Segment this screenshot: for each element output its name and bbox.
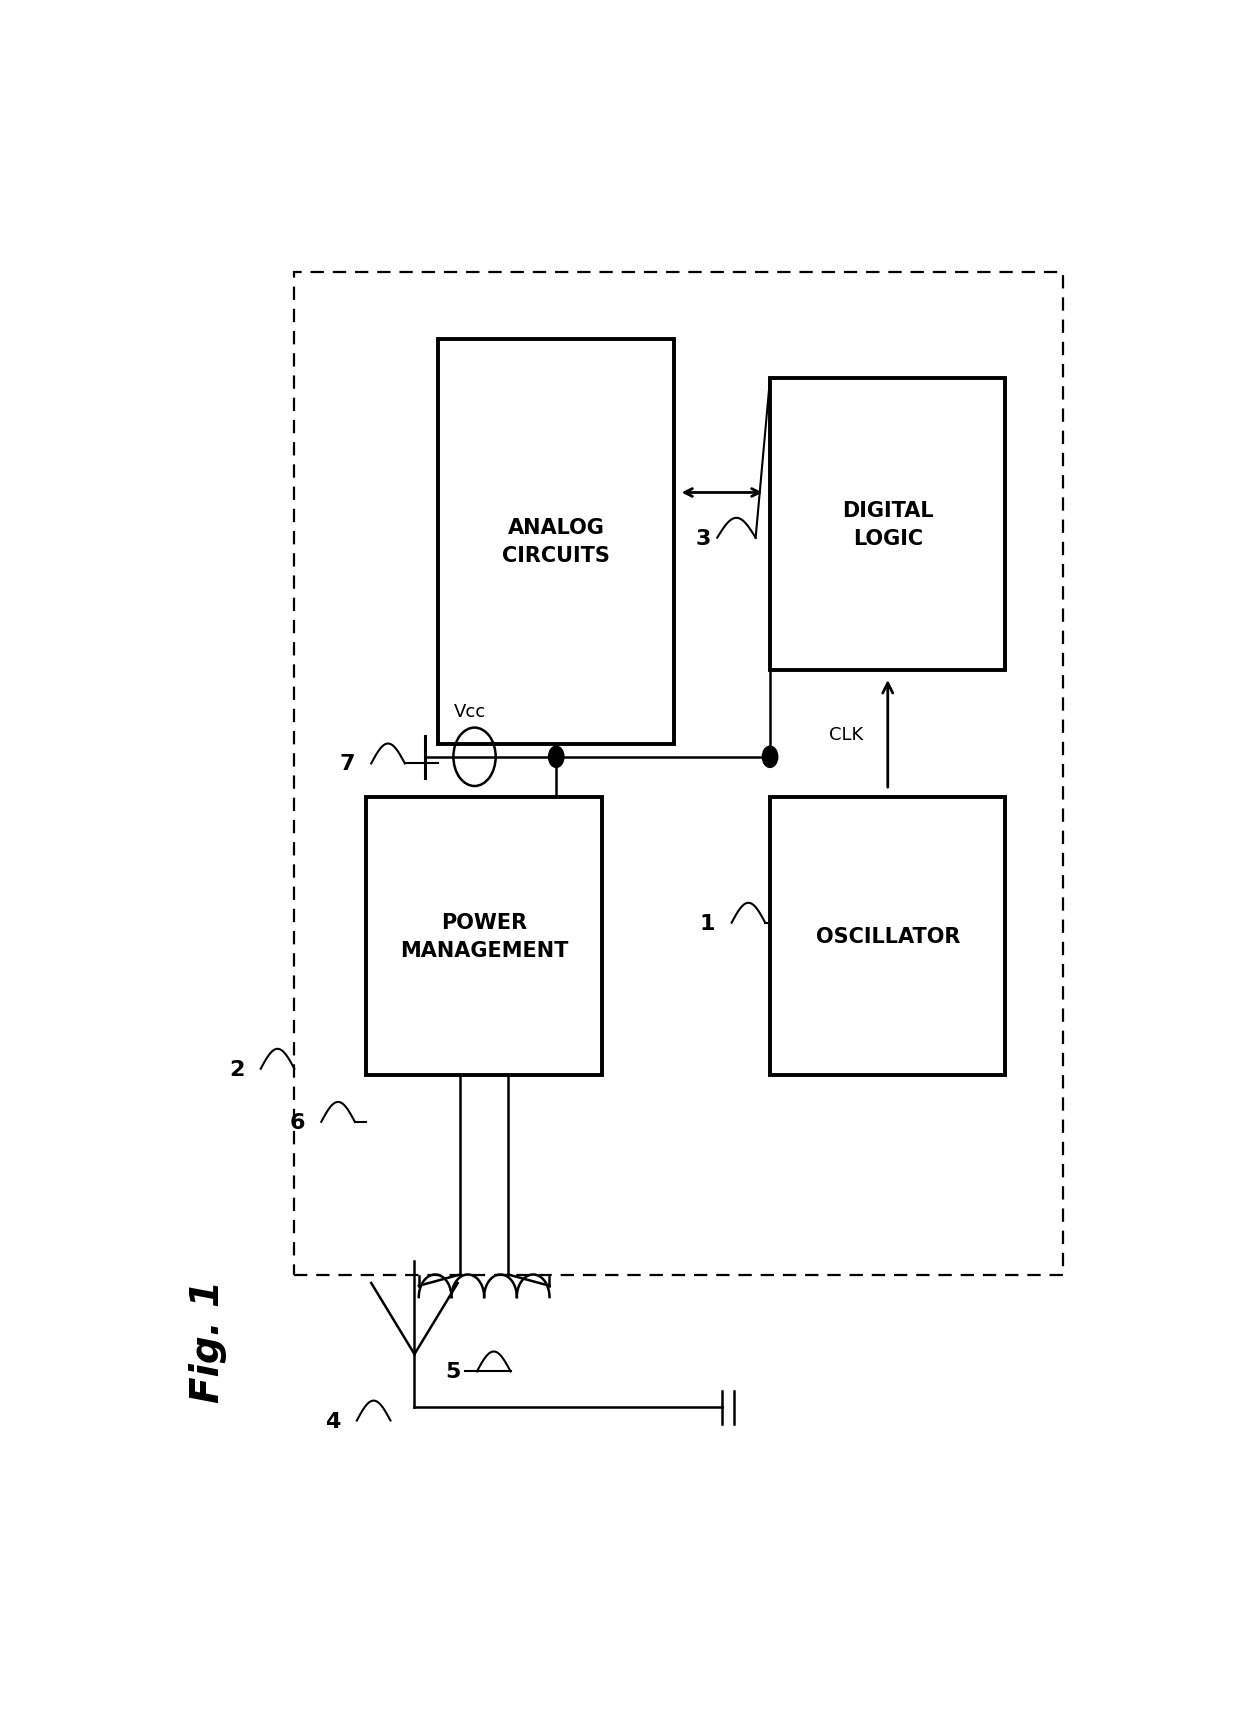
Bar bbox=[294, 272, 1063, 1275]
Bar bbox=[770, 798, 1006, 1075]
Text: Fig. 1: Fig. 1 bbox=[188, 1280, 227, 1403]
Text: CLK: CLK bbox=[830, 725, 864, 743]
Text: ANALOG
CIRCUITS: ANALOG CIRCUITS bbox=[502, 519, 610, 565]
Text: POWER
MANAGEMENT: POWER MANAGEMENT bbox=[401, 913, 568, 960]
Text: OSCILLATOR: OSCILLATOR bbox=[816, 927, 960, 946]
Bar bbox=[770, 379, 1006, 670]
Text: 6: 6 bbox=[289, 1111, 305, 1132]
Text: 4: 4 bbox=[325, 1411, 341, 1430]
Text: 7: 7 bbox=[340, 755, 355, 774]
Text: 5: 5 bbox=[445, 1361, 460, 1382]
Bar bbox=[367, 798, 601, 1075]
Bar bbox=[439, 339, 675, 744]
Circle shape bbox=[763, 746, 777, 768]
Circle shape bbox=[548, 746, 564, 768]
Text: Vcc: Vcc bbox=[454, 703, 486, 720]
Text: 3: 3 bbox=[696, 529, 711, 548]
Text: DIGITAL
LOGIC: DIGITAL LOGIC bbox=[842, 501, 934, 550]
Text: 1: 1 bbox=[699, 913, 715, 934]
Text: 2: 2 bbox=[229, 1060, 244, 1079]
